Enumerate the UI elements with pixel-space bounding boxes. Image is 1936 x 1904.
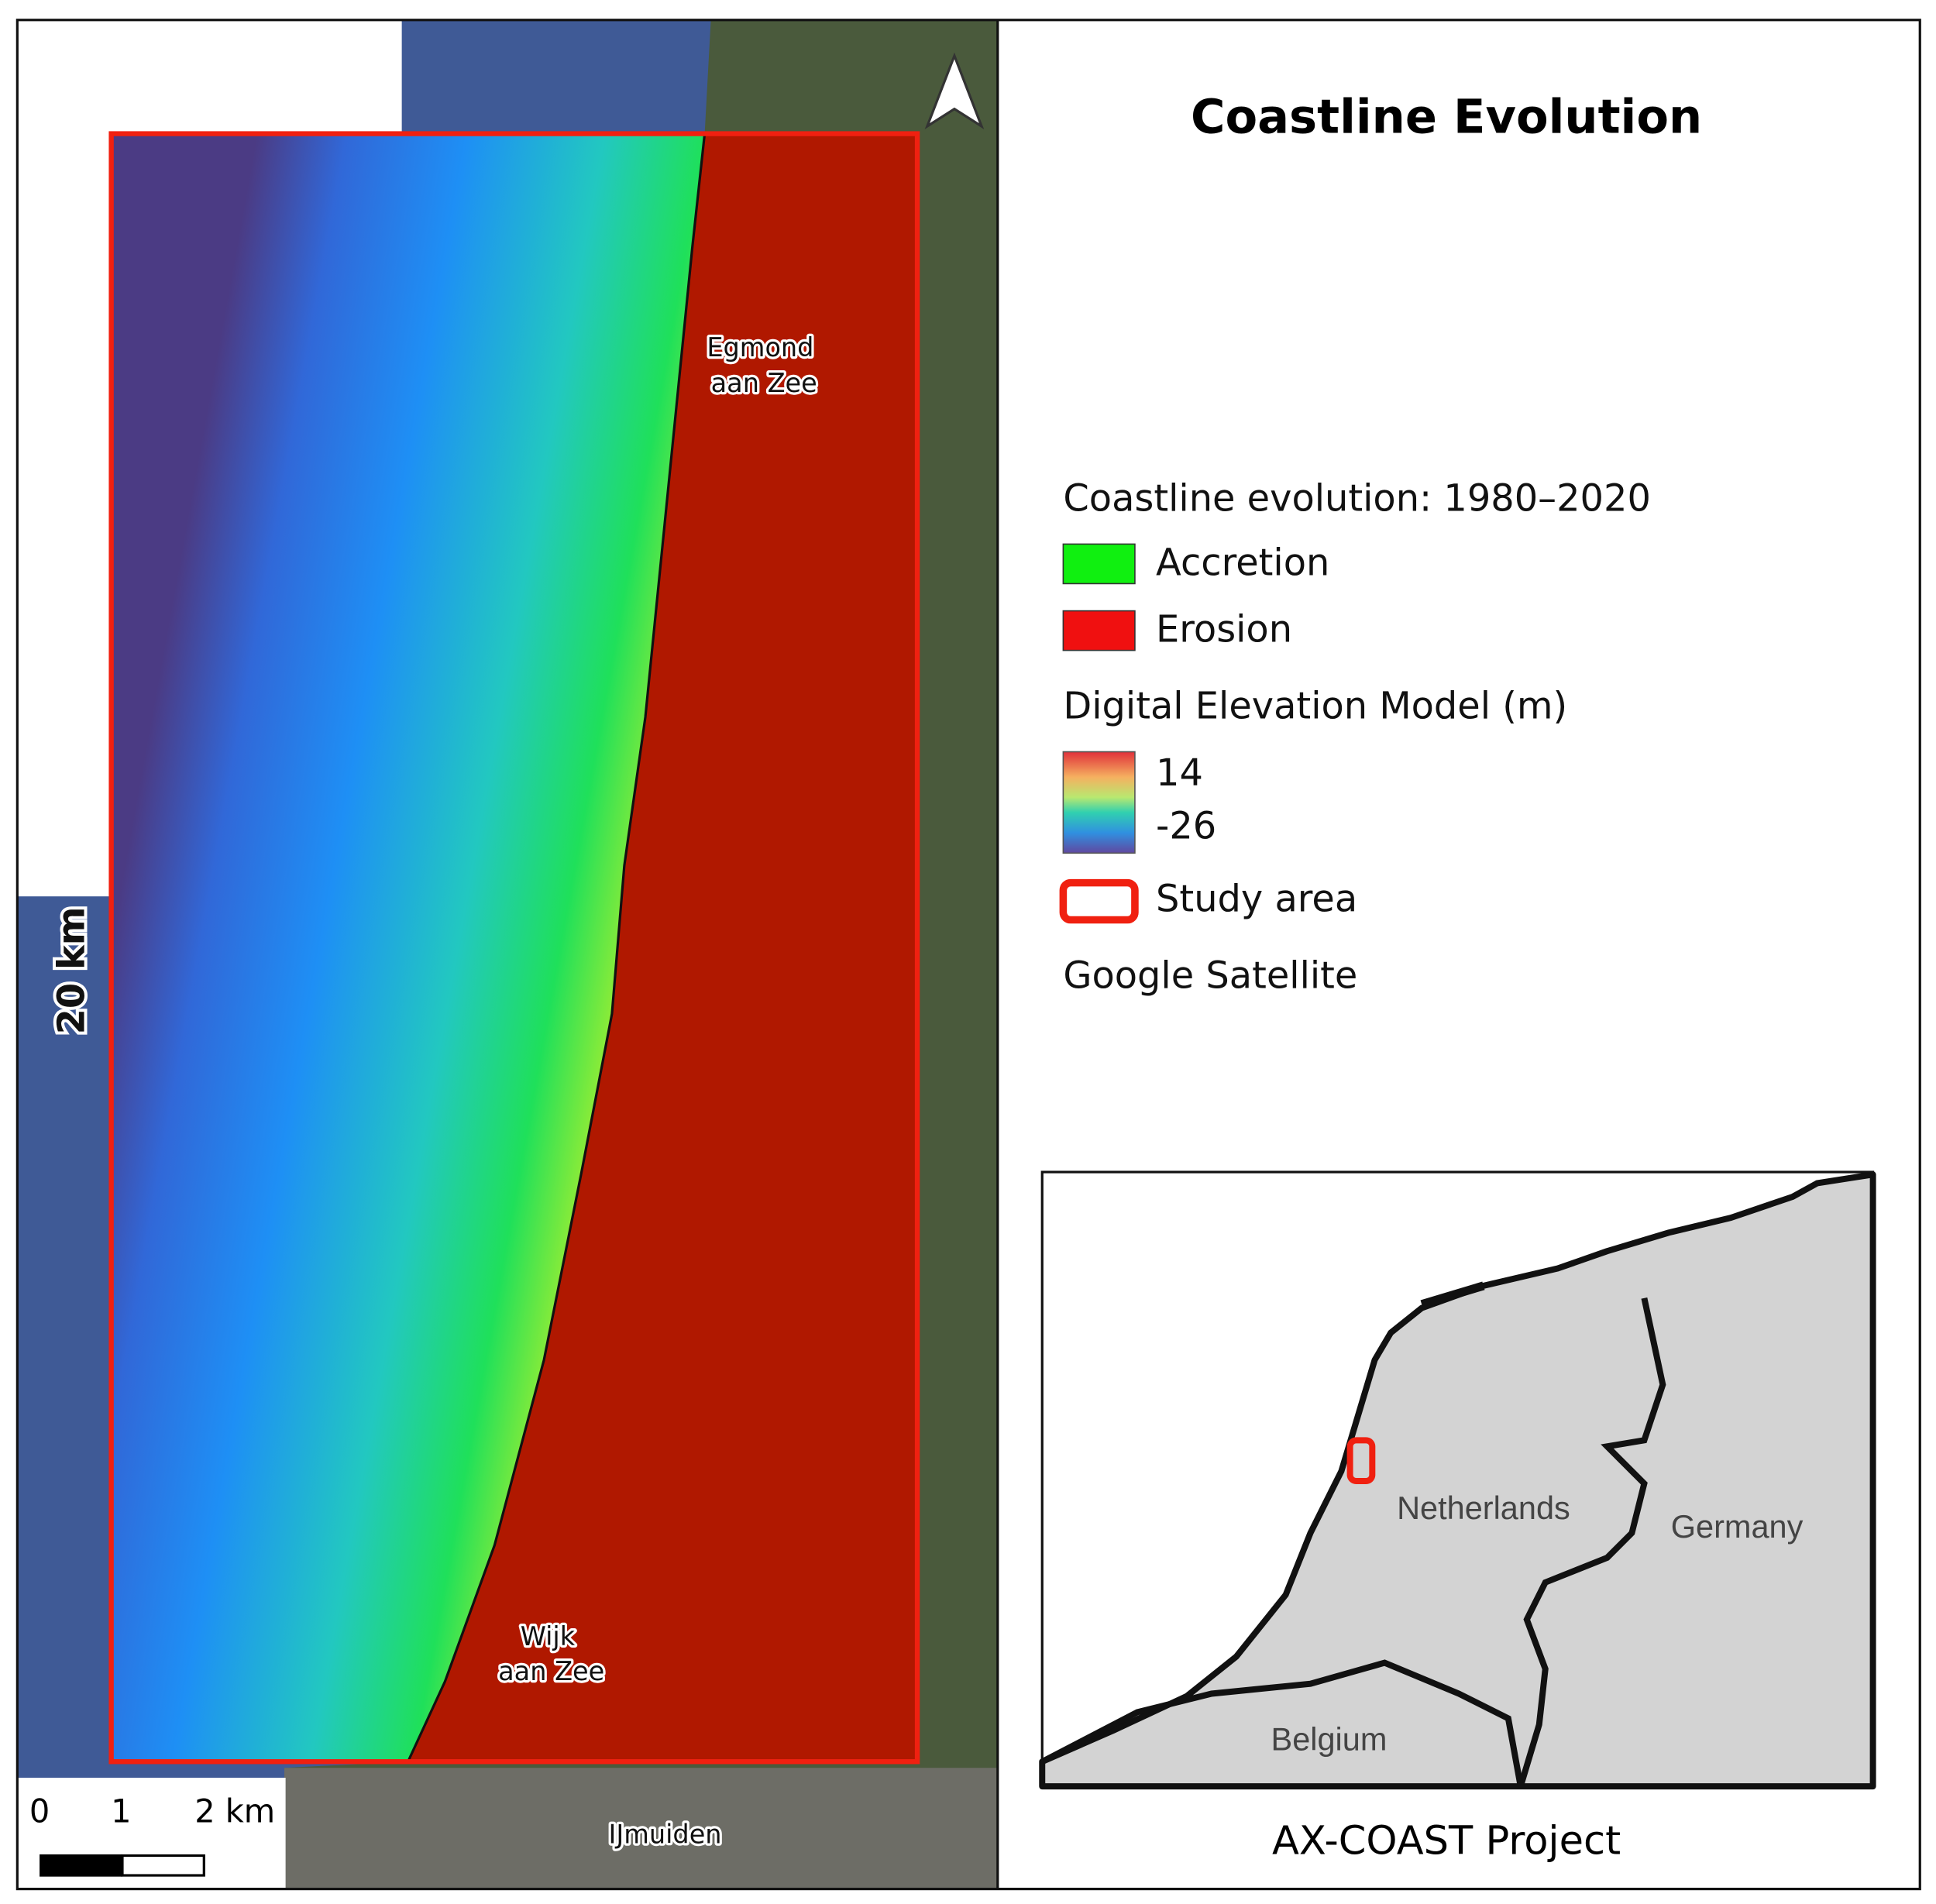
- study-area: [108, 131, 920, 1765]
- place-label: Wijk: [521, 1621, 576, 1651]
- scale-label: 0: [29, 1792, 50, 1830]
- border: [1040, 1659, 1524, 1787]
- legend-label: Study area: [1156, 878, 1357, 921]
- coastline: [407, 133, 707, 1762]
- study-location: [1346, 1437, 1376, 1484]
- scale-bar: [121, 1854, 205, 1877]
- outer-frame: [15, 19, 1921, 1891]
- country-label: Netherlands: [1397, 1490, 1570, 1526]
- inset-map: Netherlands Germany Belgium: [1039, 1170, 1876, 1790]
- country-label: Belgium: [1271, 1721, 1388, 1758]
- legend-swatch: [1059, 878, 1139, 924]
- border: [1517, 1297, 1666, 1788]
- vertical-scale: 20 km: [51, 906, 94, 1034]
- inset-border: [1040, 1170, 1875, 1788]
- urban: [284, 1768, 998, 1889]
- legend-label: Google Satellite: [1063, 955, 1357, 998]
- footer: AX-COAST Project: [1272, 1819, 1621, 1864]
- legend-title: Digital Elevation Model (m): [1063, 686, 1567, 728]
- dem-land: [407, 133, 918, 1762]
- legend-label: 14: [1156, 752, 1203, 795]
- map-panel: Egmond aan Zee Wijk aan Zee IJmuiden 20 …: [17, 19, 998, 1889]
- place-label: Egmond: [707, 332, 813, 363]
- place-label: aan Zee: [498, 1656, 604, 1686]
- dem-ramp: [1062, 751, 1136, 854]
- scale-label: 2 km: [194, 1792, 275, 1830]
- place-label: aan Zee: [711, 368, 817, 398]
- legend-label: Erosion: [1156, 609, 1292, 651]
- place-label: IJmuiden: [609, 1820, 722, 1850]
- islands: [1420, 1281, 1485, 1309]
- legend-label: Accretion: [1156, 542, 1329, 585]
- north-arrow: [924, 52, 985, 129]
- scale-bar: [40, 1854, 122, 1877]
- country-label: Germany: [1671, 1508, 1804, 1545]
- legend-swatch: [1062, 610, 1136, 651]
- legend-title: Coastline evolution: 1980–2020: [1063, 478, 1651, 521]
- legend-swatch: [1062, 543, 1136, 585]
- legend-label: -26: [1156, 805, 1216, 847]
- scale-label: 1: [111, 1792, 131, 1830]
- title: Coastline Evolution: [1191, 91, 1702, 145]
